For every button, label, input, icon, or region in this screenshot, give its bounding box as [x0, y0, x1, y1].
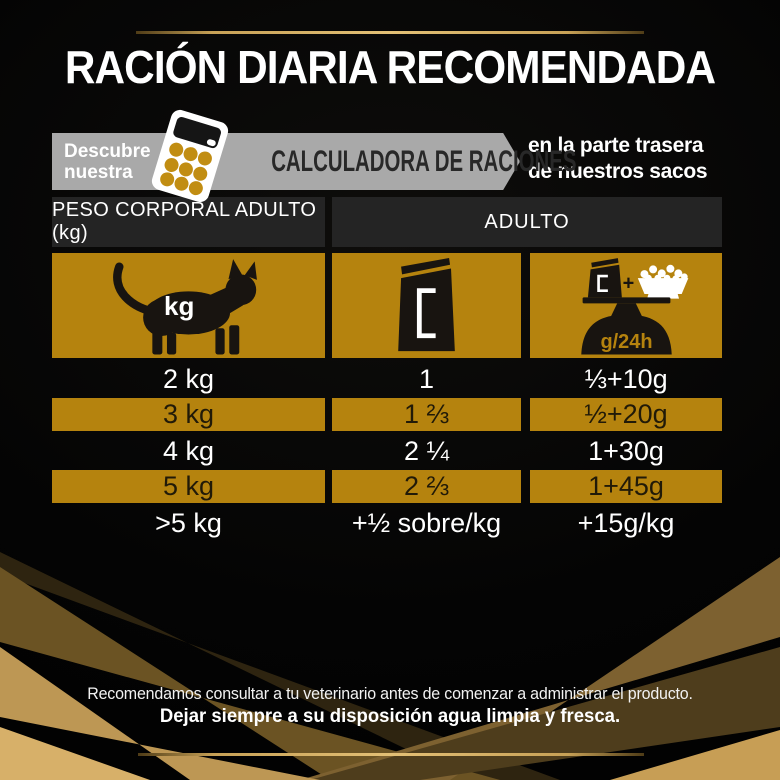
promo-tail-line1: en la parte trasera — [528, 134, 704, 157]
table-row: 3 kg 1 ⅔ ½+20g — [0, 397, 780, 433]
table-row: 2 kg 1 ⅓+10g — [0, 361, 780, 397]
weight-cell: 4 kg — [162, 435, 215, 466]
bottom-gold-divider — [138, 753, 644, 756]
promo-tail-text: en la parte trasera de nuestros sacos — [528, 133, 708, 185]
weight-icon-cell: kg — [52, 253, 325, 358]
calculator-promo-banner — [52, 133, 520, 190]
grams-cell: ½+20g — [530, 398, 722, 431]
scale-icon-cell: + g/24h — [530, 253, 722, 358]
vet-consult-note: Recomendamos consultar a tu veterinario … — [87, 685, 693, 703]
pouches-cell: 1 — [418, 363, 435, 394]
weight-cell: >5 kg — [155, 507, 222, 538]
grams-cell: ⅓+10g — [584, 363, 668, 394]
table-row: 4 kg 2 ¼ 1+30g — [0, 433, 780, 469]
pouches-cell: 1 ⅔ — [332, 398, 521, 431]
promo-tail-line2: de nuestros sacos — [528, 160, 708, 183]
weight-unit-label: kg — [164, 291, 195, 321]
cat-silhouette-icon — [113, 258, 257, 354]
top-gold-divider — [136, 31, 644, 34]
promo-intro-line2: nuestra — [64, 162, 133, 183]
food-pouch-icon — [397, 257, 455, 351]
column-header-body-weight: PESO CORPORAL ADULTO (kg) — [52, 197, 325, 247]
kitchen-scale-icon: + g/24h — [580, 257, 688, 355]
page-title: RACIÓN DIARIA RECOMENDADA — [64, 41, 716, 93]
gold-ribbons-decoration — [0, 552, 780, 780]
grams-cell: +15g/kg — [577, 507, 675, 538]
column-header-adult: ADULTO — [332, 197, 722, 247]
pouches-cell: 2 ⅔ — [332, 470, 521, 503]
pouches-cell: +½ sobre/kg — [351, 507, 502, 538]
table-row: 5 kg 2 ⅔ 1+45g — [0, 469, 780, 505]
pouch-icon-cell — [332, 253, 521, 358]
calculator-icon — [151, 109, 229, 203]
table-rows: 2 kg 1 ⅓+10g 3 kg 1 ⅔ ½+20g 4 kg 2 ¼ 1+3… — [0, 361, 780, 541]
weight-cell: 3 kg — [52, 398, 325, 431]
table-row: >5 kg +½ sobre/kg +15g/kg — [0, 505, 780, 541]
promo-intro-text: Descubre nuestra — [64, 141, 151, 183]
scale-unit-label: g/24h — [600, 330, 652, 352]
svg-text:+: + — [622, 272, 634, 294]
weight-cell: 2 kg — [162, 363, 215, 394]
weight-cell: 5 kg — [52, 470, 325, 503]
fresh-water-note: Dejar siempre a su disposición agua limp… — [159, 705, 621, 727]
grams-cell: 1+30g — [588, 435, 664, 466]
pouches-cell: 2 ¼ — [403, 435, 450, 466]
promo-highlight-text: CALCULADORA DE RACIONES — [271, 145, 577, 178]
grams-cell: 1+45g — [530, 470, 722, 503]
promo-intro-line1: Descubre — [64, 141, 151, 162]
